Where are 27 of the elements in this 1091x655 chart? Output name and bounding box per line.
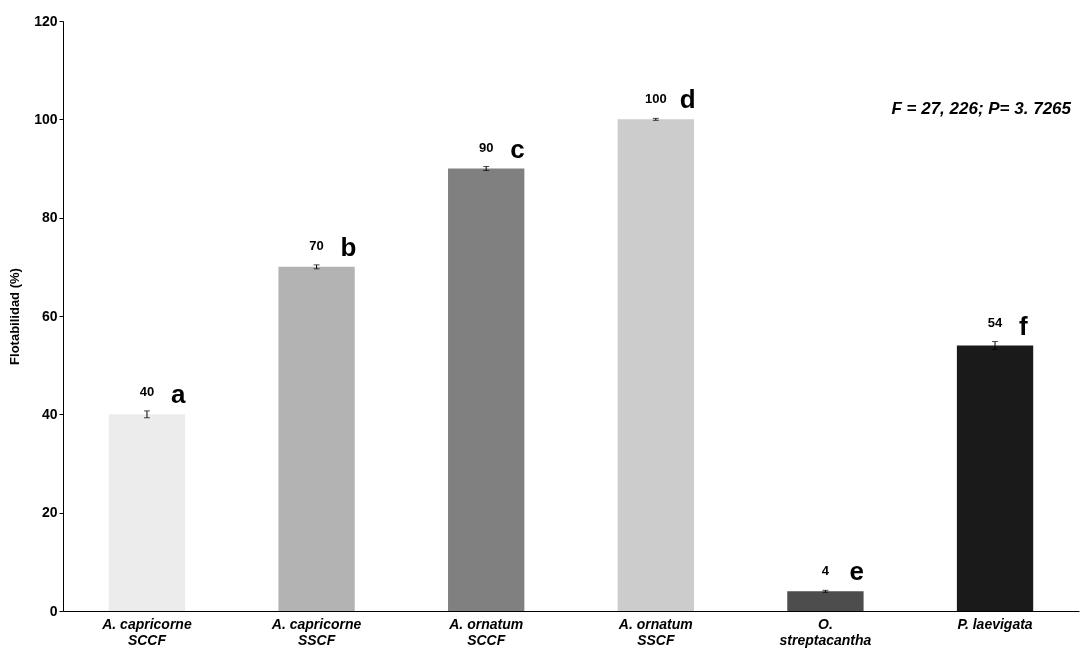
y-tick-label: 60	[41, 307, 58, 324]
y-tick-label: 100	[34, 110, 58, 127]
y-tick-label: 0	[49, 602, 58, 619]
data-label: 90	[478, 139, 494, 155]
y-tick-label: 20	[41, 504, 58, 521]
annotation: a	[170, 379, 186, 410]
data-label: 100	[644, 91, 667, 107]
annotation: d	[679, 84, 696, 115]
annotation: F = 27, 226; P= 3. 7265	[891, 99, 1072, 118]
x-tick-label: A. ornatum SSCF	[617, 615, 693, 648]
data-label: 40	[139, 383, 155, 399]
y-tick-label: 80	[41, 209, 58, 226]
annotation: b	[340, 231, 357, 262]
annotation: e	[849, 556, 864, 587]
x-tick-label: A. capricorne SCCF	[101, 615, 192, 648]
x-tick-label: A. ornatum SCCF	[448, 615, 524, 648]
y-tick-label: 40	[41, 405, 58, 422]
x-tick-label: A. capricorne SSCF	[270, 615, 362, 648]
annotation: f	[1019, 310, 1029, 341]
annotation: c	[510, 133, 525, 164]
data-label: 54	[987, 314, 1004, 330]
x-tick-label: O. streptacantha	[779, 615, 872, 648]
y-tick-label: 120	[34, 12, 58, 29]
y-axis-title: Flotabilidad (%)	[7, 268, 23, 365]
data-label: 4	[821, 563, 830, 579]
data-label: 70	[309, 237, 324, 253]
x-tick-label: P. laevigata	[957, 615, 1033, 632]
